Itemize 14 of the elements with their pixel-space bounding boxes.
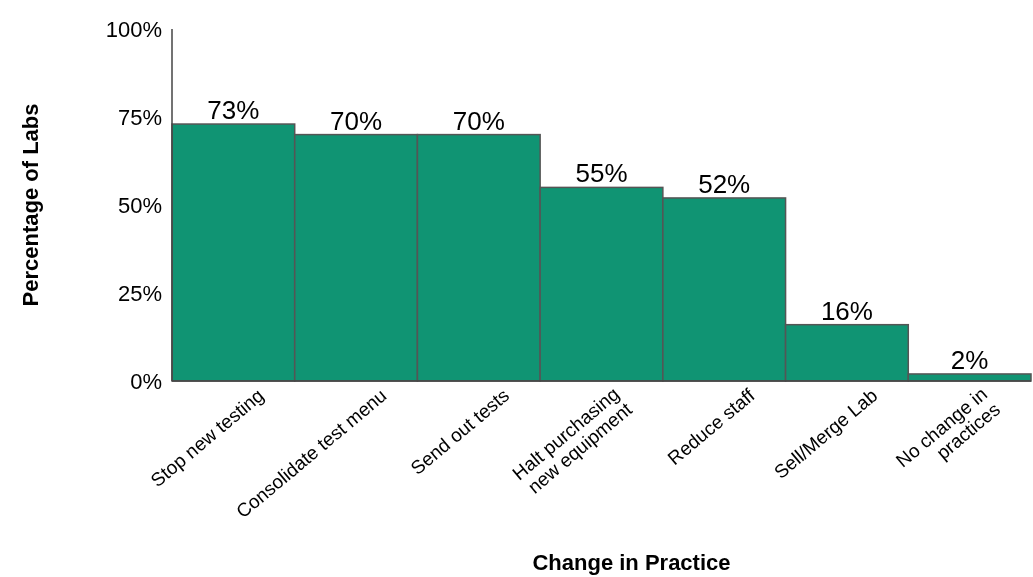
data-label: 55% <box>575 158 628 189</box>
y-tick-label: 0% <box>130 368 162 394</box>
y-axis-title: Percentage of Labs <box>18 103 43 307</box>
data-label: 52% <box>698 168 751 199</box>
y-tick-label: 75% <box>117 104 162 130</box>
data-label: 73% <box>207 95 260 126</box>
data-label: 70% <box>452 105 505 136</box>
data-label: 16% <box>820 295 873 326</box>
y-tick-label: 50% <box>117 192 162 218</box>
x-axis-title: Change in Practice <box>532 550 731 575</box>
y-tick-label: 100% <box>105 16 162 42</box>
y-tick-label: 25% <box>117 280 162 306</box>
data-label: 2% <box>950 344 989 375</box>
data-label: 70% <box>330 105 383 136</box>
